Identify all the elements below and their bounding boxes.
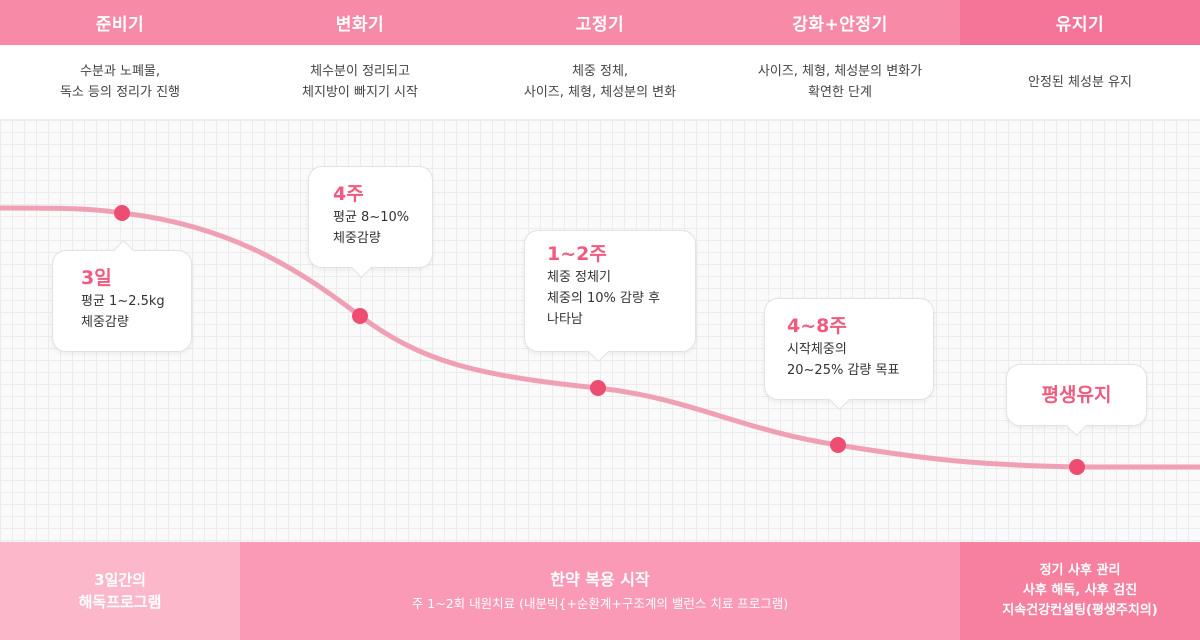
- milestone-bubble-4weeks: 4주 평균 8~10% 체중감량: [308, 166, 433, 279]
- milestone-dot-4weeks: [352, 308, 368, 324]
- bubble-text: 시작체중의 20~25% 감량 목표: [787, 342, 900, 378]
- milestone-bubble-4-8weeks: 4~8주 시작체중의 20~25% 감량 목표: [764, 298, 934, 411]
- milestone-dot-3days: [114, 205, 130, 221]
- bubble-title: 4~8주: [787, 315, 847, 337]
- phase-title-fixed: 고정기: [575, 15, 625, 35]
- phase-desc-fixed: 체중 정체, 사이즈, 체형, 체성분의 변화: [523, 64, 677, 100]
- weight-curve-svg: [0, 205, 1200, 475]
- phase-desc-strengthen: 사이즈, 체형, 체성분의 변화가 확연한 단계: [757, 64, 923, 100]
- footer-herbal-medicine: 한약 복용 시작 주 1~2회 내원치료 (내분빅{+순환계+구조계의 밸런스 …: [240, 542, 960, 640]
- footer-aftercare-line: 지속건강컨설팅(평생주치의): [1002, 603, 1158, 618]
- phase-descriptions: 수분과 노폐물, 독소 등의 정리가 진행 체수분이 정리되고 체지방이 빠지기…: [0, 45, 1200, 120]
- bubble-title: 1~2주: [547, 243, 607, 265]
- footer-detox-label: 3일간의 해독프로그램: [78, 571, 162, 611]
- milestone-bubble-1-2weeks: 1~2주 체중 정체기 체중의 10% 감량 후 나타남: [524, 230, 696, 363]
- bubble-title: 4주: [333, 183, 364, 205]
- footer-herbal-title: 한약 복용 시작: [550, 570, 650, 589]
- weight-curve-area: 3일 평균 1~2.5kg 체중감량 4주 평균 8~10% 체중감량 1~2주…: [0, 120, 1200, 542]
- footer-herbal-subtitle: 주 1~2회 내원치료 (내분빅{+순환계+구조계의 밸런스 치료 프로그램): [411, 596, 789, 611]
- phase-title-maintain: 유지기: [960, 0, 1200, 45]
- footer-aftercare-line: 사후 해독, 사후 검진: [1022, 583, 1138, 598]
- bubble-text: 체중 정체기 체중의 10% 감량 후 나타남: [547, 270, 661, 327]
- footer-aftercare-line: 정기 사후 관리: [1039, 563, 1121, 578]
- milestone-dot-1-2weeks: [590, 380, 606, 396]
- footer-detox-program: 3일간의 해독프로그램: [0, 542, 240, 640]
- phase-title-prep: 준비기: [95, 15, 145, 35]
- bubble-title: 3일: [81, 267, 112, 289]
- treatment-footer: 3일간의 해독프로그램 한약 복용 시작 주 1~2회 내원치료 (내분빅{+순…: [0, 542, 1200, 640]
- phase-desc-prep: 수분과 노폐물, 독소 등의 정리가 진행: [59, 64, 181, 100]
- milestone-dot-4-8weeks: [830, 437, 846, 453]
- phase-title-change: 변화기: [335, 15, 385, 35]
- phase-header: 준비기 변화기 고정기 강화+안정기 유지기: [0, 0, 1200, 45]
- phase-desc-change: 체수분이 정리되고 체지방이 빠지기 시작: [302, 64, 418, 100]
- bubble-text: 평균 8~10% 체중감량: [333, 210, 410, 246]
- phase-desc-maintain: 안정된 체성분 유지: [1028, 74, 1132, 90]
- footer-aftercare: 정기 사후 관리 사후 해독, 사후 검진 지속건강컨설팅(평생주치의): [960, 542, 1200, 640]
- phase-title-strengthen: 강화+안정기: [792, 15, 888, 35]
- milestone-bubble-lifetime: 평생유지: [1006, 364, 1147, 437]
- bubble-text: 평균 1~2.5kg 체중감량: [81, 294, 165, 330]
- bubble-title: 평생유지: [1041, 384, 1112, 406]
- milestone-dot-lifetime: [1069, 459, 1085, 475]
- milestone-bubble-3days: 3일 평균 1~2.5kg 체중감량: [52, 239, 192, 352]
